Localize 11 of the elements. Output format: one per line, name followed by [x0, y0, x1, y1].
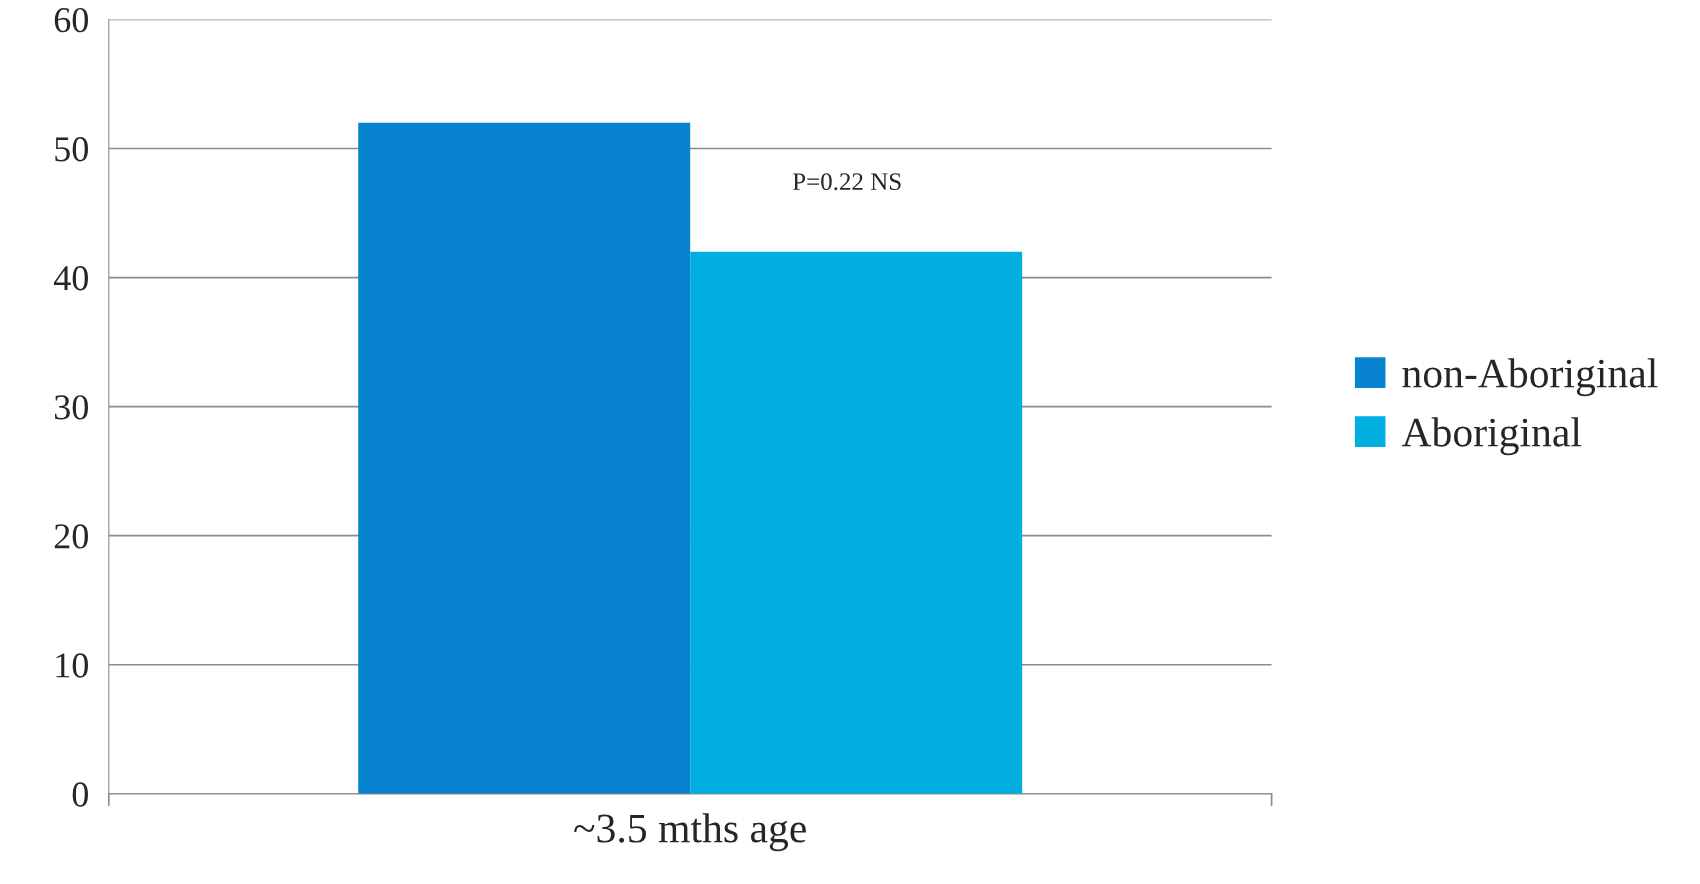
y-tick-label: 30: [54, 395, 88, 420]
annotation: P=0.22 NS: [792, 173, 901, 191]
legend-label: Aboriginal: [1401, 417, 1582, 456]
x-tick-label: ~3.5 mths age: [574, 813, 806, 852]
legend-label: non-Aboriginal: [1402, 358, 1658, 397]
y-tick-label: 0: [72, 782, 88, 807]
y-tick-label: 50: [55, 137, 88, 162]
y-tick-label: 20: [54, 524, 88, 549]
y-tick-label: 40: [53, 266, 88, 291]
y-tick-label: 60: [54, 7, 88, 33]
y-tick-label: 10: [56, 653, 88, 678]
